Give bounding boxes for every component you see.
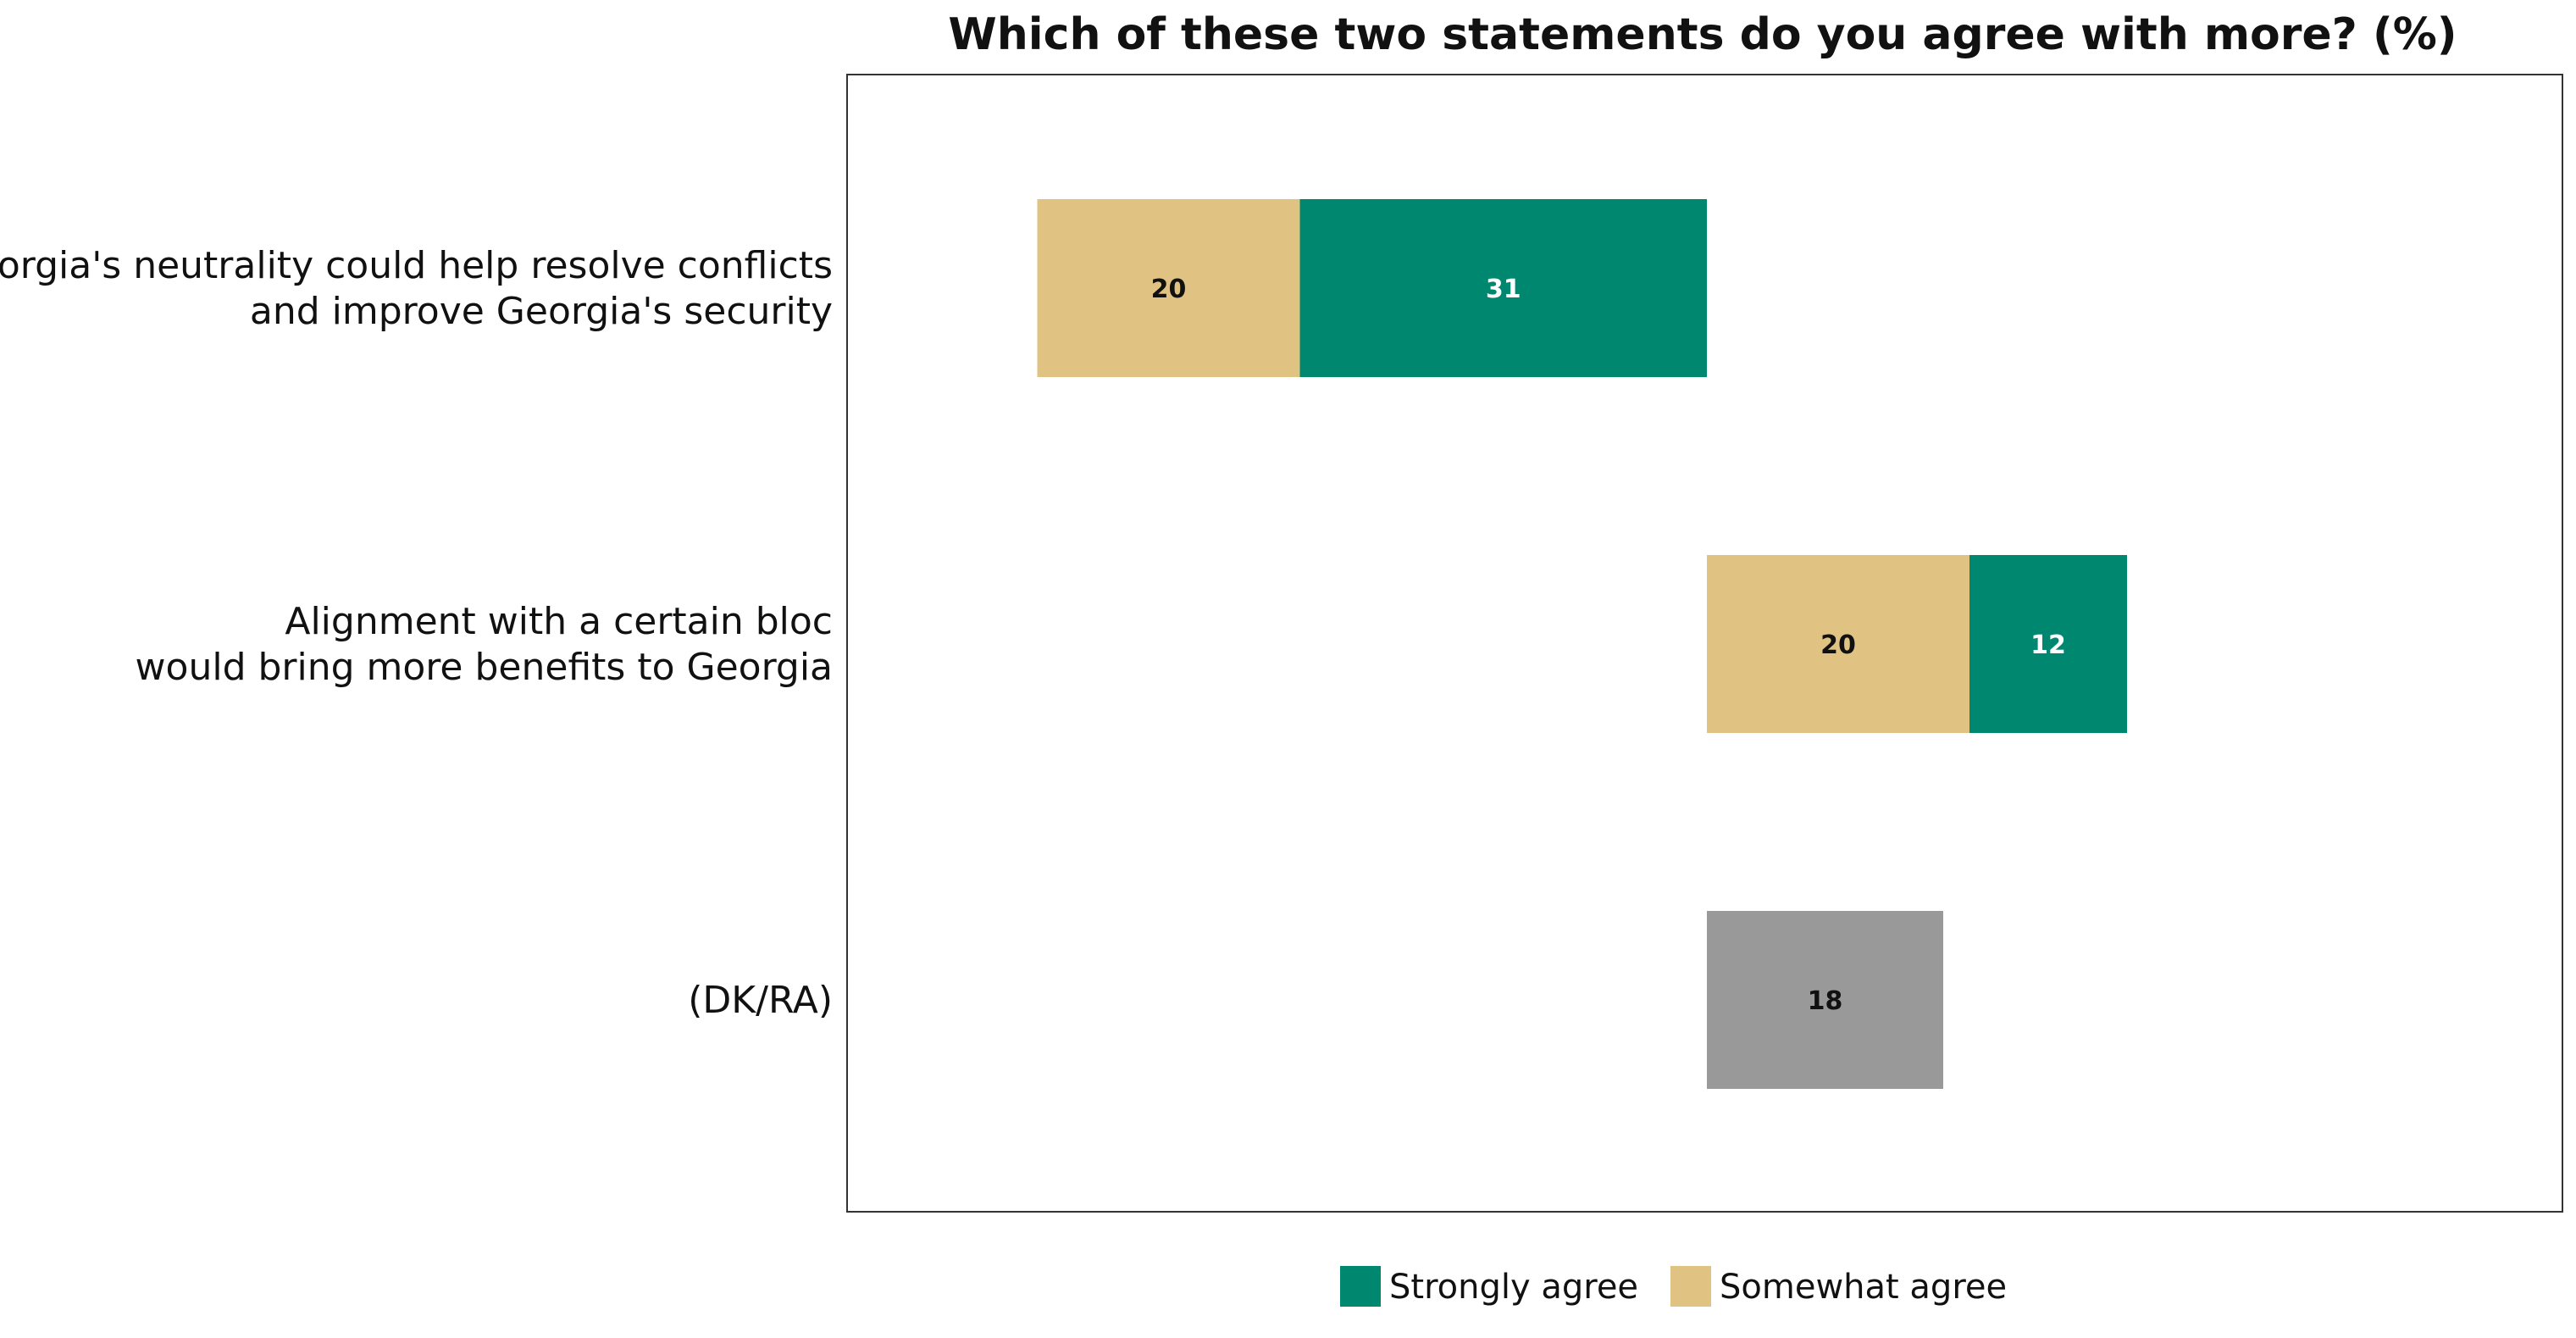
bar-somewhat-agree-row-2 (1707, 555, 1969, 733)
chart-title: Which of these two statements do you agr… (948, 9, 2457, 60)
category-label-1-line-2: and improve Georgia's security (250, 290, 833, 333)
bar-value-label-somewhat-agree-row-2: 20 (1820, 630, 1856, 660)
bar-strongly-agree-row-1 (1299, 199, 1707, 377)
category-label-1-line-1: Georgia's neutrality could help resolve … (0, 244, 833, 287)
bar-value-label-dk-ra-row-3: 18 (1808, 986, 1843, 1016)
bars: 31 20 20 12 18 (1037, 199, 2127, 1089)
bar-dk-ra-row-3 (1707, 911, 1943, 1089)
bar-value-label-strongly-agree-row-2: 12 (2030, 630, 2066, 660)
bar-strongly-agree-row-2 (1969, 555, 2127, 733)
legend-swatch-somewhat-agree (1670, 1266, 1711, 1307)
legend-label-somewhat-agree: Somewhat agree (1720, 1268, 2007, 1307)
bar-value-label-somewhat-agree-row-1: 20 (1151, 275, 1187, 304)
bar-value-label-strongly-agree-row-1: 31 (1486, 275, 1521, 304)
category-label-2-line-2: would bring more benefits to Georgia (136, 646, 833, 689)
legend-swatch-strongly-agree (1340, 1266, 1381, 1307)
category-label-2-line-1: Alignment with a certain bloc (285, 600, 833, 643)
legend-label-strongly-agree: Strongly agree (1389, 1268, 1638, 1307)
bar-somewhat-agree-row-1 (1037, 199, 1300, 377)
category-labels: Georgia's neutrality could help resolve … (0, 244, 833, 1022)
legend: Strongly agree Somewhat agree (1340, 1266, 2007, 1307)
category-label-3-line-1: (DK/RA) (688, 979, 833, 1022)
